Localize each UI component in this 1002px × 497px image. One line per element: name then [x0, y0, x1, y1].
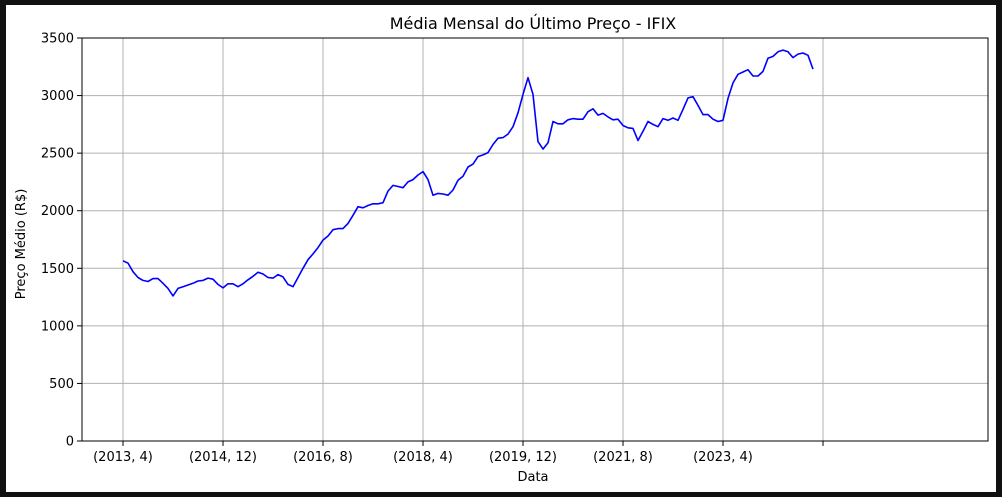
x-tick-label: (2013, 4) — [93, 450, 153, 465]
x-tick-label: (2014, 12) — [189, 450, 257, 465]
x-axis-label: Data — [517, 470, 548, 485]
y-tick-label: 1000 — [41, 319, 74, 334]
x-tick-label: (2018, 4) — [393, 450, 453, 465]
y-tick-label: 2500 — [41, 147, 74, 162]
x-tick-label: (2023, 4) — [693, 450, 753, 465]
y-tick-label: 3000 — [41, 89, 74, 104]
grid-layer — [82, 37, 988, 442]
x-tick-label: (2019, 12) — [489, 450, 557, 465]
x-axis-ticks: (2013, 4) (2014, 12) (2016, 8) (2018, 4) (20… — [93, 441, 824, 465]
y-tick-label: 1500 — [41, 262, 74, 277]
series-layer — [122, 49, 814, 297]
y-tick-label: 500 — [49, 377, 74, 392]
y-axis-label: Preço Médio (R$) — [14, 189, 29, 300]
chart-frame: 0 500 1000 1500 2000 2500 3000 3500 (2013, 4) (2… — [6, 5, 996, 492]
chart-title: Média Mensal do Último Preço - IFIX — [390, 14, 677, 33]
series-line — [122, 49, 814, 297]
y-axis-ticks: 0 500 1000 1500 2000 2500 3000 3500 — [41, 32, 82, 450]
x-tick-label: (2016, 8) — [293, 450, 353, 465]
y-tick-label: 2000 — [41, 204, 74, 219]
x-tick-label: (2021, 8) — [593, 450, 653, 465]
y-tick-label: 3500 — [41, 32, 74, 47]
y-tick-label: 0 — [66, 435, 74, 450]
plot-area-border — [81, 37, 989, 442]
